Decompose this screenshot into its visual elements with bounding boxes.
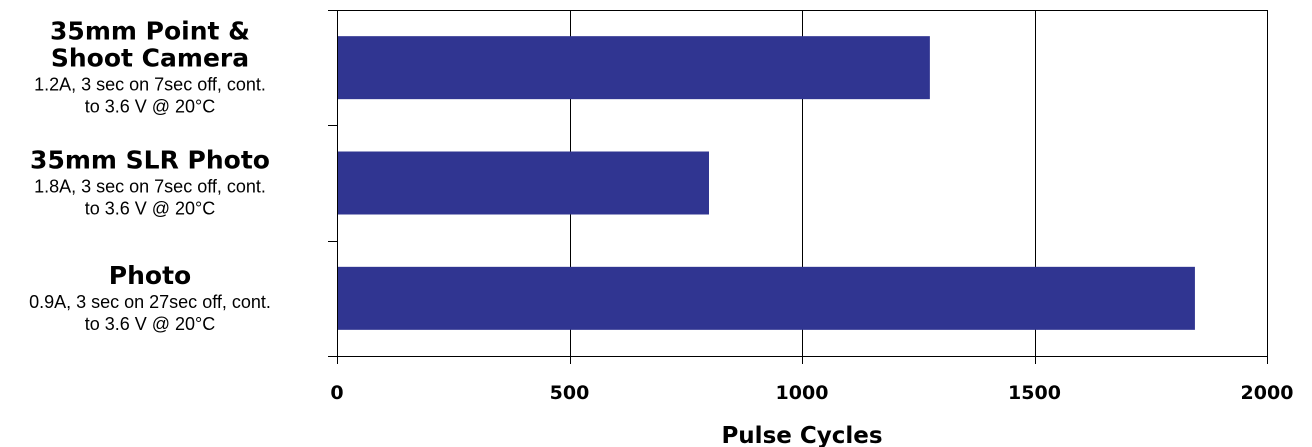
x-tick-label-0: 0 <box>330 382 343 404</box>
x-tick-label-1000: 1000 <box>776 382 829 404</box>
x-tick-label-500: 500 <box>550 382 590 404</box>
category-subtitle-1-line-2: to 3.6 V @ 20°C <box>85 97 216 117</box>
category-title-1-line-1: 35mm Point & <box>50 17 250 46</box>
bars <box>338 36 1195 330</box>
category-title-2-line-1: 35mm SLR Photo <box>30 146 270 175</box>
x-axis-title: Pulse Cycles <box>721 423 882 447</box>
bar-1 <box>338 36 930 100</box>
x-tick-labels: 0 500 1000 1500 2000 <box>330 382 1293 404</box>
x-tick-label-1500: 1500 <box>1008 382 1061 404</box>
axes <box>328 10 1268 364</box>
category-subtitle-2-line-1: 1.8A, 3 sec on 7sec off, cont. <box>34 177 266 197</box>
category-subtitle-2-line-2: to 3.6 V @ 20°C <box>85 199 216 219</box>
x-tick-label-2000: 2000 <box>1241 382 1294 404</box>
bar-3 <box>338 266 1195 330</box>
category-subtitle-1-line-1: 1.2A, 3 sec on 7sec off, cont. <box>34 75 266 95</box>
category-title-3-line-1: Photo <box>109 261 191 290</box>
category-title-1-line-2: Shoot Camera <box>51 44 249 73</box>
category-subtitle-3-line-1: 0.9A, 3 sec on 27sec off, cont. <box>29 292 271 312</box>
bar-2 <box>338 151 709 215</box>
category-subtitle-3-line-2: to 3.6 V @ 20°C <box>85 314 216 334</box>
